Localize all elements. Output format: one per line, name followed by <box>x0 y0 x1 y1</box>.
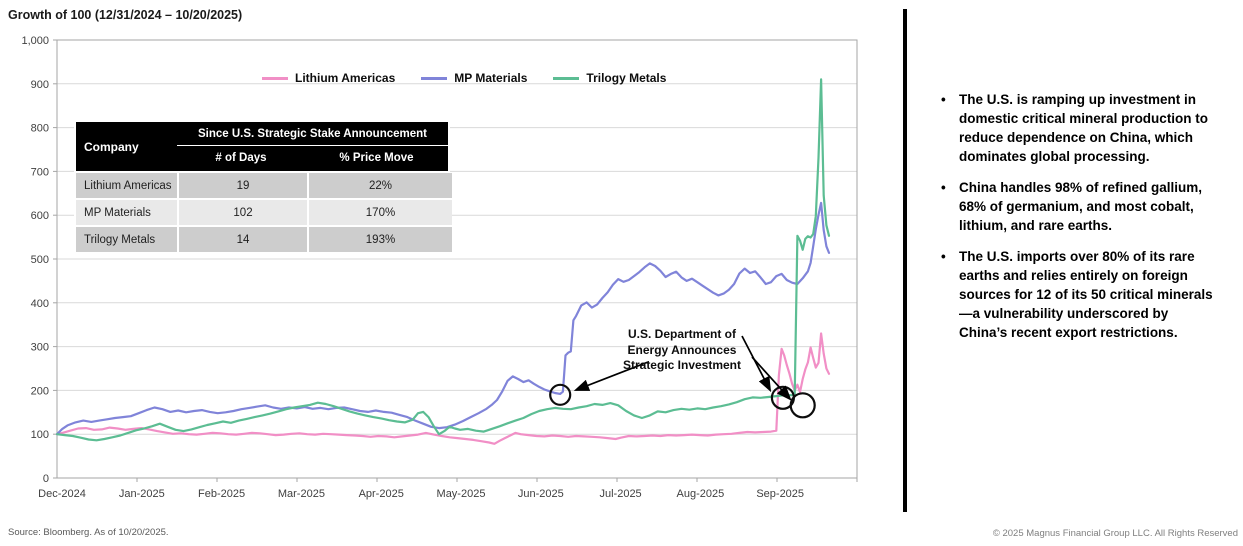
bullet-marker: • <box>941 92 946 107</box>
svg-text:Jul-2025: Jul-2025 <box>599 488 641 500</box>
legend-swatch-pink <box>262 76 288 80</box>
svg-text:100: 100 <box>31 429 49 441</box>
vertical-divider <box>903 9 907 512</box>
svg-text:200: 200 <box>31 385 49 397</box>
table-cell-company: Trilogy Metals <box>76 227 177 252</box>
svg-text:400: 400 <box>31 298 49 310</box>
svg-text:May-2025: May-2025 <box>437 488 486 500</box>
announcement-stats-table: Company Since U.S. Strategic Stake Annou… <box>76 122 452 252</box>
callout-line: U.S. Department of <box>627 327 736 341</box>
page-title: Growth of 100 (12/31/2024 – 10/20/2025) <box>8 8 243 22</box>
legend-label: Trilogy Metals <box>586 71 667 85</box>
bullet-list: • The U.S. is ramping up investment in d… <box>938 90 1216 342</box>
table-header-company: Company <box>84 139 139 154</box>
table-cell-move: 22% <box>309 173 452 198</box>
callout-line: Energy Announces <box>627 342 737 357</box>
svg-text:700: 700 <box>31 166 49 178</box>
table-header-days: # of Days <box>215 152 267 164</box>
svg-text:Jan-2025: Jan-2025 <box>119 488 165 500</box>
bullet-marker: • <box>941 249 946 264</box>
commentary-panel: • The U.S. is ramping up investment in d… <box>938 90 1216 354</box>
callout-line: Strategic Investment <box>622 358 742 372</box>
legend-swatch-green <box>553 76 580 80</box>
svg-text:Mar-2025: Mar-2025 <box>278 488 325 500</box>
bullet-text: The U.S. is ramping up investment in dom… <box>959 92 1209 164</box>
svg-text:800: 800 <box>31 123 49 135</box>
bullet-item: • The U.S. is ramping up investment in d… <box>938 90 1216 166</box>
bullet-text: The U.S. imports over 80% of its rare ea… <box>959 249 1213 340</box>
svg-text:Apr-2025: Apr-2025 <box>359 488 404 500</box>
svg-text:Feb-2025: Feb-2025 <box>198 488 245 500</box>
legend-swatch-purple <box>421 76 448 80</box>
table-header: Company Since U.S. Strategic Stake Annou… <box>76 122 448 171</box>
bullet-item: • The U.S. imports over 80% of its rare … <box>938 247 1216 342</box>
table-header-price-move: % Price Move <box>339 152 414 164</box>
table-header-span: Since U.S. Strategic Stake Announcement <box>177 122 448 146</box>
svg-text:500: 500 <box>31 254 49 266</box>
legend-item-trilogy-metals: Trilogy Metals <box>553 71 666 85</box>
svg-text:Sep-2025: Sep-2025 <box>756 488 804 500</box>
svg-text:1,000: 1,000 <box>21 35 49 47</box>
table-cell-move: 170% <box>309 200 452 225</box>
svg-text:Aug-2025: Aug-2025 <box>677 488 725 500</box>
bullet-text: China handles 98% of refined gallium, 68… <box>959 180 1203 233</box>
svg-text:Jun-2025: Jun-2025 <box>518 488 564 500</box>
svg-text:300: 300 <box>31 342 49 354</box>
legend-label: Lithium Americas <box>295 71 396 85</box>
growth-line-chart: 0 100 200 300 400 500 600 700 800 900 1,000 Dec-202… <box>21 35 858 500</box>
bullet-marker: • <box>941 180 946 195</box>
svg-text:600: 600 <box>31 210 49 222</box>
table-cell-company: Lithium Americas <box>76 173 177 198</box>
legend-item-lithium-americas: Lithium Americas <box>262 71 395 85</box>
bullet-item: • China handles 98% of refined gallium, … <box>938 178 1216 235</box>
legend-item-mp-materials: MP Materials <box>421 71 527 85</box>
svg-text:900: 900 <box>31 79 49 91</box>
legend-label: MP Materials <box>454 71 528 85</box>
svg-text:0: 0 <box>43 473 49 485</box>
table-cell-days: 102 <box>179 200 307 225</box>
table-cell-move: 193% <box>309 227 452 252</box>
svg-text:Dec-2024: Dec-2024 <box>38 488 86 500</box>
chart-legend: Lithium Americas MP Materials Trilogy Me… <box>262 71 666 85</box>
table-body: Lithium Americas 19 22% MP Materials 102… <box>76 171 452 252</box>
source-note: Source: Bloomberg. As of 10/20/2025. <box>8 527 169 538</box>
doe-announcement-callout: U.S. Department of Energy Announces Stra… <box>608 327 756 374</box>
table-cell-days: 14 <box>179 227 307 252</box>
table-cell-days: 19 <box>179 173 307 198</box>
table-cell-company: MP Materials <box>76 200 177 225</box>
copyright-note: © 2025 Magnus Financial Group LLC. All R… <box>992 528 1238 539</box>
